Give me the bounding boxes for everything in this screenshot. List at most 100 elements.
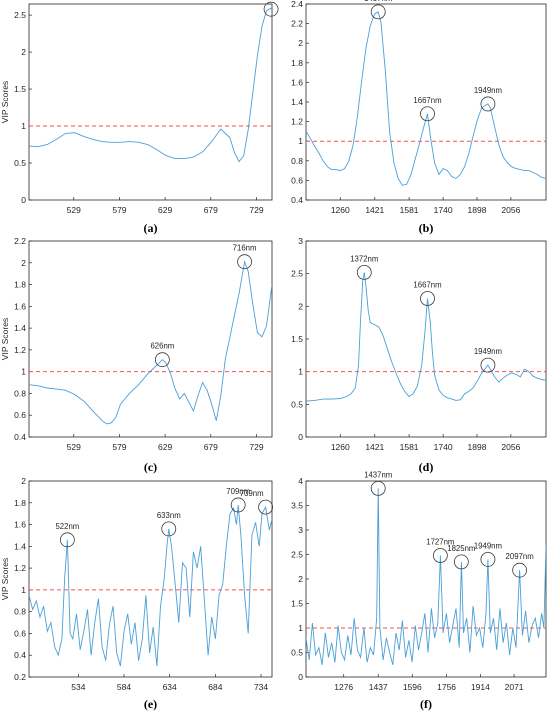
y-tick-label: 2.5 xyxy=(14,10,26,20)
chart-panel-e: 0.2 0.4 0.6 0.8 1 1.2 1.4 1.6 1.8 2 534 584 634 684 73… xyxy=(0,476,274,711)
x-tick-label: 2071 xyxy=(505,682,524,692)
peak-marker-circle xyxy=(512,562,528,578)
y-tick-label: 0.5 xyxy=(291,648,303,658)
peak-marker-circle xyxy=(154,352,170,368)
x-tick-label: 1740 xyxy=(434,442,453,452)
y-tick-label: 3 xyxy=(298,525,303,535)
chart-panel-f: 0 0.5 1 1.5 2 2.5 3 3.5 4 1276 1437 1596 1756 1914 207… xyxy=(291,470,547,711)
x-tick-label: 579 xyxy=(112,442,126,452)
peak-marker-circle xyxy=(230,497,246,513)
peak-marker-circle xyxy=(480,96,496,112)
x-tick-label: 579 xyxy=(112,205,126,215)
y-axis-label: VIP Scores xyxy=(0,81,10,123)
y-tick-label: 1 xyxy=(298,623,303,633)
x-tick-label: 1596 xyxy=(403,682,422,692)
plot-area-border xyxy=(28,3,273,201)
peak-label: 1437nm xyxy=(364,470,392,479)
x-tick-label: 1421 xyxy=(365,205,384,215)
y-axis-label: VIP Scores xyxy=(0,318,10,360)
peak-label: 1437nm xyxy=(364,0,392,3)
y-tick-label: 0 xyxy=(298,432,303,442)
peak-label: 626nm xyxy=(150,342,174,351)
peak-label: 633nm xyxy=(157,511,181,520)
panel-caption: (d) xyxy=(419,460,434,474)
x-tick-label: 1898 xyxy=(468,205,487,215)
peak-marker-circle xyxy=(161,521,177,537)
y-tick-label: 1.6 xyxy=(14,301,26,311)
vip-score-series-line xyxy=(306,11,546,186)
y-tick-label: 0 xyxy=(298,672,303,682)
peak-marker-circle xyxy=(370,480,386,496)
y-tick-label: 0.4 xyxy=(291,195,303,205)
x-tick-label: 534 xyxy=(71,682,85,692)
chart-panel-c: 0.4 0.6 0.8 1 1.2 1.4 1.6 1.8 2 2.2 529 579 629 679 72… xyxy=(0,236,273,474)
y-tick-label: 2.5 xyxy=(291,550,303,560)
y-tick-label: 1 xyxy=(21,121,26,131)
x-tick-label: 1914 xyxy=(471,682,490,692)
y-tick-label: 2 xyxy=(298,574,303,584)
y-tick-label: 2.2 xyxy=(14,236,26,246)
y-tick-label: 1.4 xyxy=(291,97,303,107)
peak-marker-circle xyxy=(263,1,279,17)
x-tick-label: 629 xyxy=(158,205,172,215)
x-tick-label: 1898 xyxy=(468,442,487,452)
y-tick-label: 0.6 xyxy=(14,410,26,420)
y-tick-label: 2 xyxy=(21,476,26,486)
x-tick-label: 679 xyxy=(204,442,218,452)
panel-caption: (b) xyxy=(419,221,434,235)
x-tick-label: 584 xyxy=(117,682,131,692)
vip-score-series-line xyxy=(29,259,272,425)
y-tick-label: 2 xyxy=(21,47,26,57)
x-tick-label: 1260 xyxy=(331,205,350,215)
vip-score-series-line xyxy=(29,7,272,163)
vip-score-series-line xyxy=(306,272,546,402)
y-tick-label: 2 xyxy=(298,301,303,311)
y-tick-label: 0.8 xyxy=(14,607,26,617)
peak-marker-circle xyxy=(453,554,469,570)
x-tick-label: 1437 xyxy=(369,682,388,692)
vip-score-series-line xyxy=(306,488,546,665)
peak-label: 1667nm xyxy=(413,96,441,105)
peak-label: 739nm xyxy=(240,489,264,498)
y-tick-label: 1.2 xyxy=(291,117,303,127)
chart-panel-d: 0 0.5 1 1.5 2 2.5 3 1260 1421 1581 1740 1898 2056 137… xyxy=(291,236,547,474)
chart-panel-b: 0.4 0.6 0.8 1 1.2 1.4 1.6 1.8 2 2.2 2.4 1260 1421 158… xyxy=(291,0,547,235)
peak-marker-circle xyxy=(432,548,448,563)
x-tick-label: 529 xyxy=(67,442,81,452)
y-tick-label: 0.6 xyxy=(14,628,26,638)
peak-label: 1372nm xyxy=(350,254,378,263)
x-tick-label: 729 xyxy=(249,205,263,215)
y-tick-label: 1 xyxy=(21,367,26,377)
plot-area-border xyxy=(28,240,273,438)
plot-area-border xyxy=(305,240,547,438)
y-tick-label: 2.5 xyxy=(291,269,303,279)
peak-label: 1825nm xyxy=(447,544,475,553)
peak-marker-circle xyxy=(237,254,252,270)
y-tick-label: 1.8 xyxy=(291,58,303,68)
y-tick-label: 4 xyxy=(298,476,303,486)
peak-label: 1949nm xyxy=(474,541,502,550)
x-tick-label: 729 xyxy=(249,442,263,452)
x-tick-label: 684 xyxy=(208,682,222,692)
y-tick-label: 2 xyxy=(298,38,303,48)
y-tick-label: 1.4 xyxy=(14,323,26,333)
panel-caption: (c) xyxy=(144,460,157,474)
x-tick-label: 2056 xyxy=(501,205,520,215)
y-tick-label: 0.4 xyxy=(14,432,26,442)
y-tick-label: 2.2 xyxy=(291,19,303,29)
peak-marker-circle xyxy=(59,532,75,548)
peak-label: 716nm xyxy=(233,244,257,253)
y-tick-label: 0.4 xyxy=(14,650,26,660)
y-tick-label: 3.5 xyxy=(291,501,303,511)
x-tick-label: 1740 xyxy=(434,205,453,215)
x-tick-label: 1421 xyxy=(365,442,384,452)
x-tick-label: 634 xyxy=(163,682,177,692)
y-tick-label: 0.8 xyxy=(291,156,303,166)
x-tick-label: 1581 xyxy=(400,442,419,452)
y-tick-label: 3 xyxy=(298,236,303,246)
y-tick-label: 1 xyxy=(21,585,26,595)
x-tick-label: 1581 xyxy=(400,205,419,215)
x-tick-label: 1276 xyxy=(334,682,353,692)
y-tick-label: 1.2 xyxy=(14,563,26,573)
